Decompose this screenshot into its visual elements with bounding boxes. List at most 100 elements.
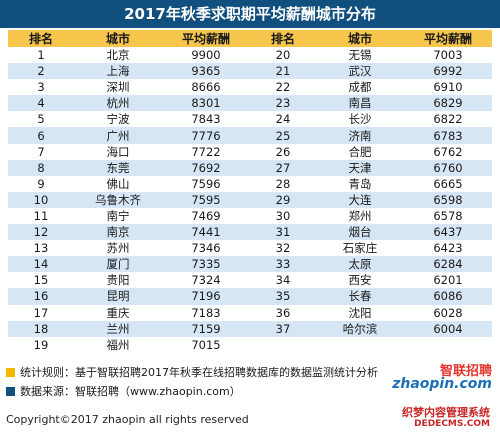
- left-rank-cell: 15: [8, 272, 74, 289]
- right-rank-cell: 22: [250, 79, 316, 96]
- right-city-cell: 长沙: [316, 111, 404, 128]
- left-city-cell: 苏州: [74, 240, 162, 257]
- right-city-cell: 石家庄: [316, 240, 404, 257]
- left-city-cell: 南宁: [74, 207, 162, 225]
- right-rank-cell: 24: [250, 111, 316, 128]
- right-salary-cell: 6829: [404, 95, 492, 112]
- right-city-cell: 合肥: [316, 143, 404, 160]
- right-salary-cell: 6598: [404, 191, 492, 208]
- left-salary-cell: 8666: [162, 79, 250, 96]
- right-salary-cell: 6028: [404, 304, 492, 321]
- logo-en: zhaopin.com: [392, 376, 492, 392]
- right-salary-cell: 6992: [404, 63, 492, 80]
- right-city-cell: 大连: [316, 191, 404, 208]
- right-rank-cell: 23: [250, 95, 316, 112]
- left-salary-cell: 7159: [162, 320, 250, 337]
- left-salary-cell: 7776: [162, 127, 250, 144]
- left-rank-cell: 17: [8, 304, 74, 321]
- left-city-cell: 重庆: [74, 304, 162, 321]
- zhaopin-logo: 智联招聘 zhaopin.com: [392, 360, 496, 400]
- right-salary-cell: 6665: [404, 175, 492, 192]
- left-city-cell: 福州: [74, 336, 162, 353]
- right-city-cell: 成都: [316, 79, 404, 96]
- left-rank-cell: 16: [8, 288, 74, 305]
- left-salary-cell: 7469: [162, 207, 250, 225]
- header-rank: 排名: [250, 30, 316, 47]
- right-rank-cell: 37: [250, 320, 316, 337]
- right-city-cell: 济南: [316, 127, 404, 144]
- table-row: 12 南京 7441 31 烟台 6437: [8, 224, 492, 241]
- left-rank-cell: 2: [8, 63, 74, 80]
- left-city-cell: 海口: [74, 143, 162, 160]
- table-row: 1 北京 9900 20 无锡 7003: [8, 47, 492, 64]
- right-rank-cell: 25: [250, 127, 316, 144]
- table-row: 4 杭州 8301 23 南昌 6829: [8, 95, 492, 112]
- left-city-cell: 北京: [74, 47, 162, 64]
- table-row: 5 宁波 7843 24 长沙 6822: [8, 111, 492, 128]
- right-city-cell: 沈阳: [316, 304, 404, 321]
- left-city-cell: 兰州: [74, 320, 162, 337]
- left-rank-cell: 13: [8, 240, 74, 257]
- right-city-cell: 烟台: [316, 224, 404, 241]
- left-rank-cell: 8: [8, 159, 74, 176]
- left-rank-cell: 1: [8, 47, 74, 64]
- right-city-cell: 太原: [316, 256, 404, 273]
- watermark-cn: 织梦内容管理系统: [402, 406, 490, 419]
- right-rank-cell: 36: [250, 304, 316, 321]
- right-rank-cell: 20: [250, 47, 316, 64]
- right-rank-cell: 34: [250, 272, 316, 289]
- table-row: 6 广州 7776 25 济南 6783: [8, 127, 492, 144]
- logo-cn: 智联招聘: [439, 364, 492, 379]
- left-city-cell: 上海: [74, 63, 162, 80]
- left-salary-cell: 7346: [162, 240, 250, 257]
- table-row: 8 东莞 7692 27 天津 6760: [8, 159, 492, 176]
- right-salary-cell: 6423: [404, 240, 492, 257]
- right-rank-cell: 28: [250, 175, 316, 192]
- left-salary-cell: 7596: [162, 175, 250, 192]
- right-city-cell: 天津: [316, 159, 404, 176]
- right-city-cell: 郑州: [316, 207, 404, 225]
- note-source: 数据来源：智联招聘（www.zhaopin.com）: [6, 382, 396, 401]
- notes: 统计规则：基于智联招聘2017年秋季在线招聘数据库的数据监测统计分析 数据来源：…: [6, 363, 396, 401]
- right-city-cell: 长春: [316, 288, 404, 305]
- right-salary-cell: 6783: [404, 127, 492, 144]
- right-salary-cell: 6762: [404, 143, 492, 160]
- right-rank-cell: 29: [250, 191, 316, 208]
- left-rank-cell: 19: [8, 336, 74, 353]
- note-source-text: 数据来源：智联招聘（www.zhaopin.com）: [20, 385, 241, 398]
- right-rank-cell: 33: [250, 256, 316, 273]
- right-rank-cell: 31: [250, 224, 316, 241]
- right-salary-cell: 6437: [404, 224, 492, 241]
- right-rank-cell: 35: [250, 288, 316, 305]
- left-salary-cell: 7722: [162, 143, 250, 160]
- header-rank: 排名: [8, 30, 74, 47]
- left-rank-cell: 3: [8, 79, 74, 96]
- header-salary: 平均薪酬: [162, 30, 250, 47]
- left-rank-cell: 12: [8, 224, 74, 241]
- left-rank-cell: 9: [8, 175, 74, 192]
- table-row: 11 南宁 7469 30 郑州 6578: [8, 207, 492, 225]
- right-salary-cell: 6284: [404, 256, 492, 273]
- left-salary-cell: 9900: [162, 47, 250, 64]
- right-city-cell: [316, 336, 404, 353]
- right-rank-cell: 27: [250, 159, 316, 176]
- left-city-cell: 佛山: [74, 175, 162, 192]
- right-rank-cell: 26: [250, 143, 316, 160]
- left-salary-cell: 7441: [162, 224, 250, 241]
- right-city-cell: 南昌: [316, 95, 404, 112]
- right-salary-cell: 6760: [404, 159, 492, 176]
- right-salary-cell: 6201: [404, 272, 492, 289]
- note-rule: 统计规则：基于智联招聘2017年秋季在线招聘数据库的数据监测统计分析: [6, 363, 396, 382]
- right-city-cell: 哈尔滨: [316, 320, 404, 337]
- left-rank-cell: 5: [8, 111, 74, 128]
- table-row: 15 贵阳 7324 34 西安 6201: [8, 272, 492, 289]
- table-row: 3 深圳 8666 22 成都 6910: [8, 79, 492, 96]
- right-city-cell: 青岛: [316, 175, 404, 192]
- right-salary-cell: 7003: [404, 47, 492, 64]
- left-city-cell: 贵阳: [74, 272, 162, 289]
- right-rank-cell: 30: [250, 207, 316, 225]
- left-salary-cell: 7196: [162, 288, 250, 305]
- left-city-cell: 宁波: [74, 111, 162, 128]
- header-row: 排名 城市 平均薪酬 排名 城市 平均薪酬: [8, 30, 492, 47]
- right-rank-cell: 32: [250, 240, 316, 257]
